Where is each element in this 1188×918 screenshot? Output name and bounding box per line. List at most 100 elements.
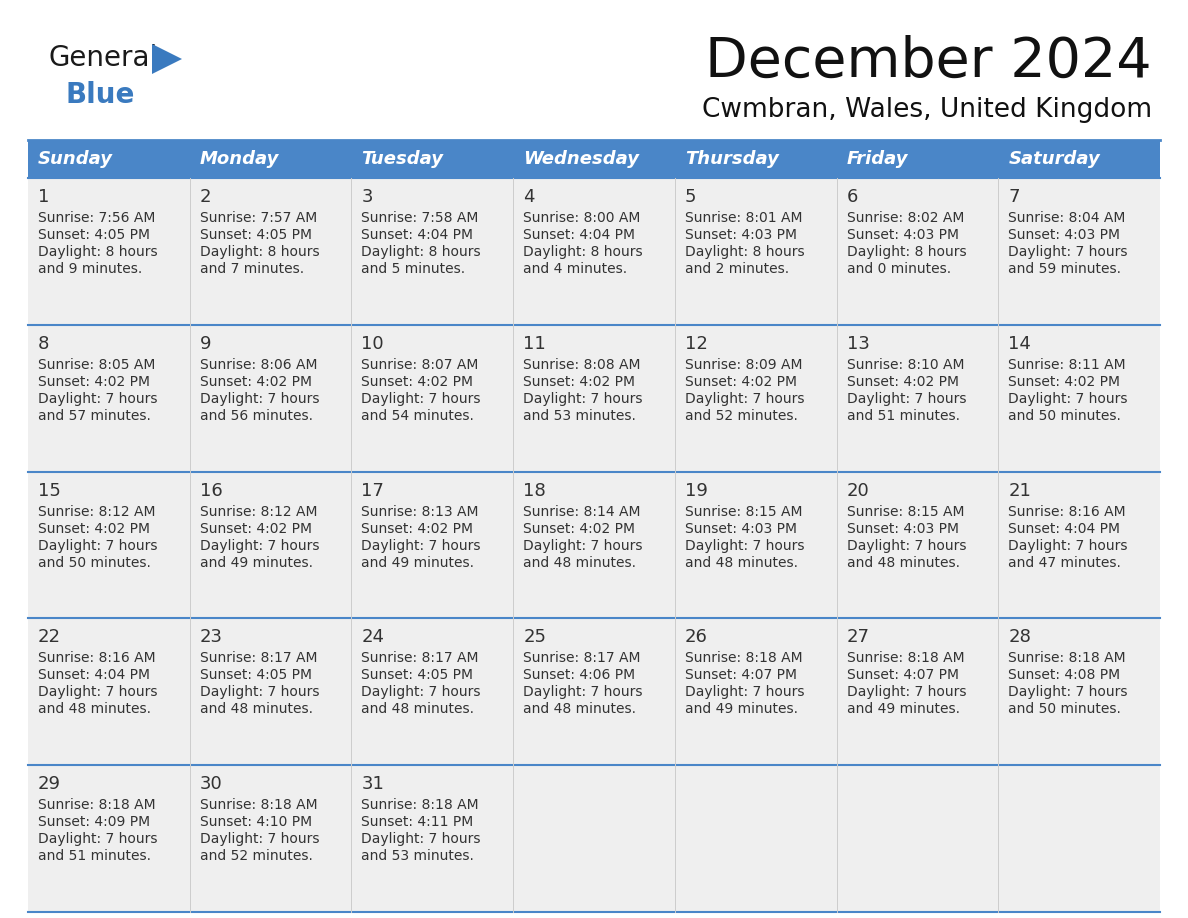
Text: Daylight: 7 hours: Daylight: 7 hours: [684, 392, 804, 406]
Text: Daylight: 7 hours: Daylight: 7 hours: [847, 686, 966, 700]
Text: Sunrise: 8:15 AM: Sunrise: 8:15 AM: [847, 505, 965, 519]
Text: 19: 19: [684, 482, 708, 499]
Text: Sunset: 4:05 PM: Sunset: 4:05 PM: [38, 228, 150, 242]
Text: 15: 15: [38, 482, 61, 499]
Text: 16: 16: [200, 482, 222, 499]
Text: Sunset: 4:08 PM: Sunset: 4:08 PM: [1009, 668, 1120, 682]
Text: and 50 minutes.: and 50 minutes.: [1009, 409, 1121, 423]
Text: Daylight: 8 hours: Daylight: 8 hours: [200, 245, 320, 259]
Text: Sunrise: 8:12 AM: Sunrise: 8:12 AM: [200, 505, 317, 519]
Bar: [190, 140, 352, 178]
Text: Blue: Blue: [67, 81, 135, 109]
Text: Sunrise: 8:14 AM: Sunrise: 8:14 AM: [523, 505, 640, 519]
Bar: [352, 140, 513, 178]
Text: Sunset: 4:06 PM: Sunset: 4:06 PM: [523, 668, 636, 682]
Text: 5: 5: [684, 188, 696, 206]
Text: Sunrise: 8:18 AM: Sunrise: 8:18 AM: [38, 798, 156, 812]
Text: and 51 minutes.: and 51 minutes.: [847, 409, 960, 423]
Text: 7: 7: [1009, 188, 1019, 206]
Text: 9: 9: [200, 335, 211, 353]
Text: Sunrise: 7:58 AM: Sunrise: 7:58 AM: [361, 211, 479, 225]
Bar: [29, 619, 1159, 766]
Bar: [513, 140, 675, 178]
Text: 27: 27: [847, 629, 870, 646]
Text: Daylight: 8 hours: Daylight: 8 hours: [847, 245, 966, 259]
Text: Daylight: 7 hours: Daylight: 7 hours: [38, 539, 158, 553]
Text: and 50 minutes.: and 50 minutes.: [38, 555, 151, 569]
Text: and 47 minutes.: and 47 minutes.: [1009, 555, 1121, 569]
Text: 11: 11: [523, 335, 546, 353]
Text: Sunset: 4:07 PM: Sunset: 4:07 PM: [847, 668, 959, 682]
Text: Daylight: 8 hours: Daylight: 8 hours: [38, 245, 158, 259]
Text: Sunrise: 8:18 AM: Sunrise: 8:18 AM: [684, 652, 802, 666]
Text: and 0 minutes.: and 0 minutes.: [847, 262, 950, 276]
Bar: [29, 766, 1159, 912]
Text: and 5 minutes.: and 5 minutes.: [361, 262, 466, 276]
Text: and 56 minutes.: and 56 minutes.: [200, 409, 312, 423]
Text: and 48 minutes.: and 48 minutes.: [361, 702, 474, 716]
Text: Sunset: 4:02 PM: Sunset: 4:02 PM: [38, 375, 150, 389]
Text: and 49 minutes.: and 49 minutes.: [684, 702, 798, 716]
Text: Daylight: 7 hours: Daylight: 7 hours: [361, 539, 481, 553]
Text: and 9 minutes.: and 9 minutes.: [38, 262, 143, 276]
Text: and 51 minutes.: and 51 minutes.: [38, 849, 151, 863]
Bar: [29, 178, 1159, 325]
Text: 3: 3: [361, 188, 373, 206]
Text: 25: 25: [523, 629, 546, 646]
Text: and 57 minutes.: and 57 minutes.: [38, 409, 151, 423]
Text: December 2024: December 2024: [706, 35, 1152, 89]
Text: Sunrise: 7:57 AM: Sunrise: 7:57 AM: [200, 211, 317, 225]
Text: Sunrise: 8:17 AM: Sunrise: 8:17 AM: [361, 652, 479, 666]
Text: Sunset: 4:10 PM: Sunset: 4:10 PM: [200, 815, 311, 829]
Text: Sunday: Sunday: [38, 150, 113, 168]
Text: Daylight: 7 hours: Daylight: 7 hours: [38, 833, 158, 846]
Text: 13: 13: [847, 335, 870, 353]
Text: Daylight: 7 hours: Daylight: 7 hours: [1009, 686, 1127, 700]
Text: and 48 minutes.: and 48 minutes.: [847, 555, 960, 569]
Text: Sunrise: 8:18 AM: Sunrise: 8:18 AM: [200, 798, 317, 812]
Text: Sunrise: 7:56 AM: Sunrise: 7:56 AM: [38, 211, 156, 225]
Text: and 48 minutes.: and 48 minutes.: [38, 702, 151, 716]
Text: Sunset: 4:02 PM: Sunset: 4:02 PM: [684, 375, 797, 389]
Text: Sunset: 4:02 PM: Sunset: 4:02 PM: [361, 375, 474, 389]
Text: 4: 4: [523, 188, 535, 206]
Text: Sunset: 4:03 PM: Sunset: 4:03 PM: [847, 228, 959, 242]
Text: Sunset: 4:04 PM: Sunset: 4:04 PM: [523, 228, 636, 242]
Text: Sunrise: 8:07 AM: Sunrise: 8:07 AM: [361, 358, 479, 372]
Text: Sunrise: 8:18 AM: Sunrise: 8:18 AM: [361, 798, 479, 812]
Bar: [998, 140, 1159, 178]
Text: Daylight: 7 hours: Daylight: 7 hours: [684, 686, 804, 700]
Text: Cwmbran, Wales, United Kingdom: Cwmbran, Wales, United Kingdom: [702, 97, 1152, 123]
Text: and 48 minutes.: and 48 minutes.: [523, 555, 636, 569]
Polygon shape: [152, 44, 182, 74]
Text: Sunset: 4:02 PM: Sunset: 4:02 PM: [523, 521, 636, 535]
Text: and 52 minutes.: and 52 minutes.: [200, 849, 312, 863]
Text: Sunset: 4:02 PM: Sunset: 4:02 PM: [200, 375, 311, 389]
Text: Daylight: 8 hours: Daylight: 8 hours: [523, 245, 643, 259]
Text: Daylight: 8 hours: Daylight: 8 hours: [361, 245, 481, 259]
Text: Thursday: Thursday: [684, 150, 778, 168]
Text: Saturday: Saturday: [1009, 150, 1100, 168]
Text: Monday: Monday: [200, 150, 279, 168]
Text: and 49 minutes.: and 49 minutes.: [847, 702, 960, 716]
Text: 24: 24: [361, 629, 385, 646]
Text: Daylight: 7 hours: Daylight: 7 hours: [523, 392, 643, 406]
Text: Sunrise: 8:10 AM: Sunrise: 8:10 AM: [847, 358, 965, 372]
Text: Sunrise: 8:06 AM: Sunrise: 8:06 AM: [200, 358, 317, 372]
Text: Sunset: 4:02 PM: Sunset: 4:02 PM: [38, 521, 150, 535]
Text: 28: 28: [1009, 629, 1031, 646]
Text: and 59 minutes.: and 59 minutes.: [1009, 262, 1121, 276]
Text: Sunrise: 8:05 AM: Sunrise: 8:05 AM: [38, 358, 156, 372]
Text: 21: 21: [1009, 482, 1031, 499]
Text: Sunset: 4:02 PM: Sunset: 4:02 PM: [361, 521, 474, 535]
Text: Daylight: 7 hours: Daylight: 7 hours: [847, 539, 966, 553]
Text: Sunrise: 8:09 AM: Sunrise: 8:09 AM: [684, 358, 802, 372]
Text: Daylight: 7 hours: Daylight: 7 hours: [200, 539, 320, 553]
Bar: [29, 325, 1159, 472]
Text: and 48 minutes.: and 48 minutes.: [684, 555, 798, 569]
Text: Sunset: 4:03 PM: Sunset: 4:03 PM: [847, 521, 959, 535]
Text: Daylight: 7 hours: Daylight: 7 hours: [200, 833, 320, 846]
Text: Daylight: 7 hours: Daylight: 7 hours: [361, 833, 481, 846]
Text: and 49 minutes.: and 49 minutes.: [200, 555, 312, 569]
Text: Sunrise: 8:16 AM: Sunrise: 8:16 AM: [38, 652, 156, 666]
